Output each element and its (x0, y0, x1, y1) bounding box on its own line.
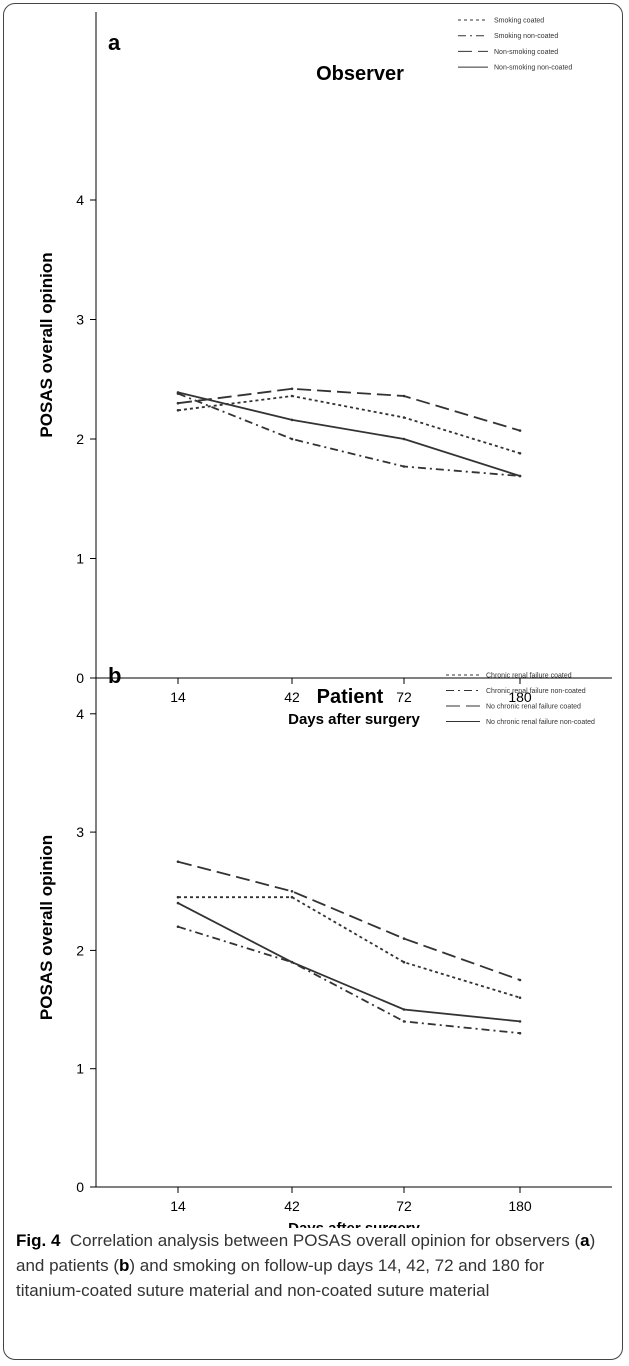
y-tick-label: 3 (76, 312, 84, 328)
series-line (177, 902, 521, 1023)
data-point (402, 960, 406, 964)
data-point (518, 1031, 522, 1035)
data-point (176, 901, 180, 905)
data-point (290, 890, 294, 893)
caption-text-2: ) and patients ( (16, 1231, 596, 1275)
legend-label: No chronic renal failure coated (486, 704, 581, 711)
panel-letter: a (108, 30, 121, 55)
legend-label: Chronic renal failure coated (486, 673, 572, 680)
caption-bold-a: a (580, 1231, 590, 1250)
legend-label: Smoking coated (494, 18, 544, 25)
y-tick-label: 2 (76, 431, 84, 447)
data-point (518, 429, 522, 432)
data-point (290, 418, 294, 422)
data-point (518, 452, 522, 455)
data-point (518, 474, 522, 478)
caption-bold-b: b (119, 1256, 130, 1275)
figure-caption: Fig. 4 Correlation analysis between POSA… (16, 1228, 614, 1303)
y-tick-label: 0 (76, 670, 84, 686)
series-line (177, 392, 521, 477)
y-tick-label: 4 (76, 706, 84, 722)
x-axis-label: Days after surgery (288, 1220, 420, 1228)
data-point (176, 860, 180, 863)
legend-label: Non-smoking non-coated (494, 65, 572, 72)
series-line (178, 896, 521, 999)
x-tick-label: 180 (508, 689, 532, 705)
y-tick-label: 3 (76, 824, 84, 840)
data-point (402, 465, 406, 468)
data-point (176, 409, 180, 412)
legend-label: Smoking non-coated (494, 33, 558, 40)
chart-title: Observer (316, 63, 404, 85)
y-tick-label: 2 (76, 942, 84, 958)
legend-label: No chronic renal failure non-coated (486, 719, 595, 726)
data-point (176, 895, 180, 899)
series-line (177, 391, 521, 477)
x-tick-label: 72 (396, 1198, 412, 1214)
series-line (177, 925, 521, 1035)
chart-panel-a: 0 1 2 3 4 14 42 72 180 Days after surgery POSAS ov… (37, 12, 612, 728)
figure-frame (3, 3, 623, 1360)
y-tick-label: 1 (76, 1061, 84, 1077)
x-tick-label: 72 (396, 689, 412, 705)
series-line (177, 860, 521, 981)
series-line (177, 387, 521, 432)
data-point (176, 391, 180, 394)
legend-label: Chronic renal failure non-coated (486, 688, 586, 695)
y-axis-label: POSAS overall opinion (37, 252, 56, 437)
caption-text-1: Correlation analysis between POSAS overa… (69, 1231, 581, 1250)
data-point (402, 1020, 406, 1023)
data-point (290, 387, 294, 391)
x-tick-label: 14 (170, 1198, 186, 1214)
data-point (176, 401, 180, 405)
x-tick-label: 42 (284, 1198, 300, 1214)
data-point (290, 895, 294, 899)
data-point (402, 416, 406, 419)
x-tick-label: 42 (284, 689, 300, 705)
data-point (518, 978, 522, 982)
y-tick-label: 0 (76, 1179, 84, 1195)
caption-label: Fig. 4 (16, 1231, 61, 1250)
data-point (402, 394, 406, 398)
chart-panel-b: 0 1 2 3 4 14 42 72 180 Days after surgery POSAS ov… (37, 663, 612, 1228)
caption-text-3: ) and smoking on follow-up days 14, 42, … (16, 1256, 545, 1300)
legend-label: Non-smoking coated (494, 49, 558, 56)
y-tick-label: 4 (76, 192, 84, 208)
x-axis-label: Days after surgery (288, 711, 420, 728)
data-point (402, 1008, 406, 1011)
x-tick-label: 14 (170, 689, 186, 705)
series-line (177, 395, 521, 455)
y-tick-label: 1 (76, 551, 84, 567)
data-point (176, 925, 180, 928)
data-point (290, 394, 294, 398)
chart-title: Patient (317, 686, 384, 708)
data-point (402, 937, 406, 940)
data-point (290, 437, 294, 441)
panel-letter: b (108, 663, 121, 688)
data-point (518, 1020, 522, 1023)
data-point (518, 996, 522, 999)
x-tick-label: 180 (508, 1198, 532, 1214)
y-axis-label: POSAS overall opinion (37, 835, 56, 1020)
data-point (290, 960, 294, 964)
data-point (402, 437, 406, 441)
